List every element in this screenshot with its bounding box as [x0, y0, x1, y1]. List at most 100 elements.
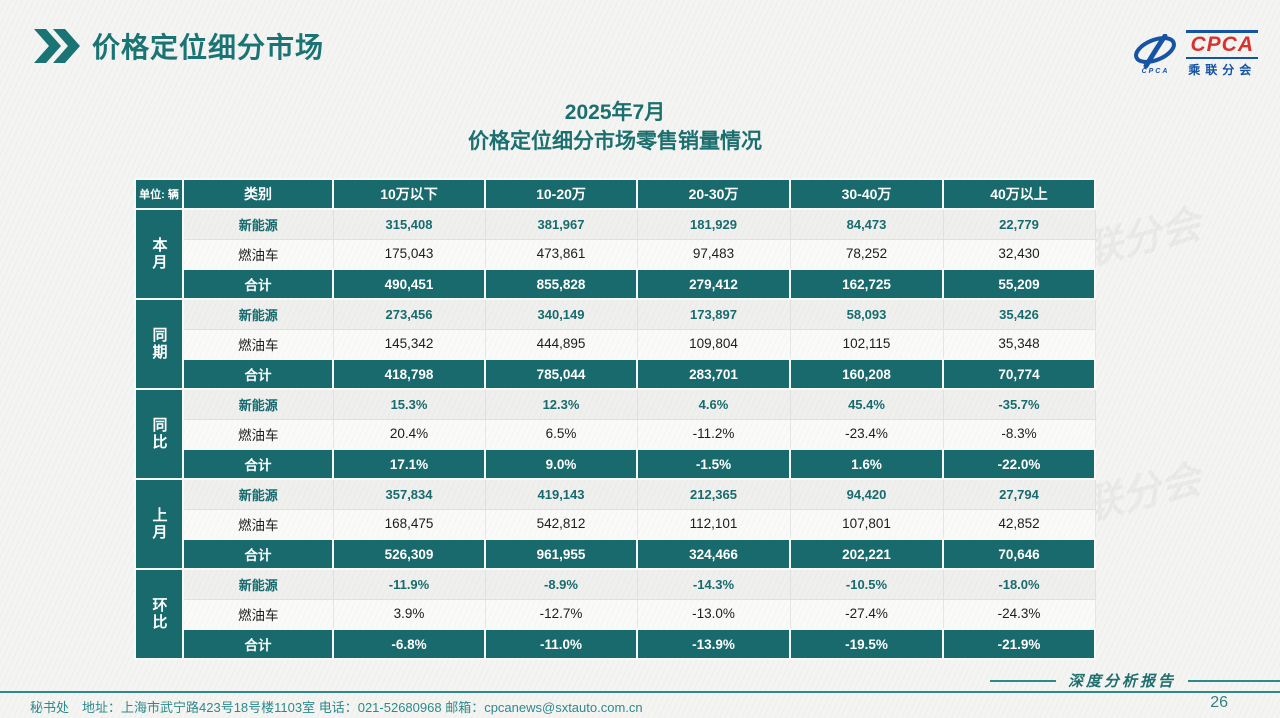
row-label: 燃油车	[182, 328, 334, 360]
data-cell: 94,420	[789, 478, 944, 510]
logo-swoosh-icon: CPCA	[1132, 33, 1178, 75]
data-cell: -1.5%	[636, 448, 791, 480]
data-cell: 175,043	[332, 238, 486, 270]
footer-contact: 秘书处 地址：上海市武宁路423号18号楼1103室 电话：021-526809…	[30, 700, 643, 715]
data-cell: 315,408	[332, 208, 486, 240]
data-cell: 160,208	[789, 358, 944, 390]
row-label: 新能源	[182, 568, 334, 600]
data-cell: 419,143	[484, 478, 638, 510]
table-row: 燃油车 20.4% 6.5% -11.2% -23.4% -8.3%	[135, 418, 1096, 450]
row-group-label: 本月	[134, 208, 184, 300]
table-row: 燃油车 175,043 473,861 97,483 78,252 32,430	[135, 238, 1096, 270]
data-cell: 855,828	[484, 268, 638, 300]
data-cell: 35,426	[942, 298, 1096, 330]
data-cell: -11.9%	[332, 568, 486, 600]
price-column-header: 20-30万	[636, 178, 791, 210]
data-cell: 107,801	[789, 508, 944, 540]
table-row: 合计 17.1% 9.0% -1.5% 1.6% -22.0%	[135, 448, 1096, 480]
row-label: 合计	[182, 268, 334, 300]
data-cell: 173,897	[636, 298, 791, 330]
table-row: 环比 新能源 -11.9% -8.9% -14.3% -10.5% -18.0%	[134, 568, 1096, 660]
data-cell: 324,466	[636, 538, 791, 570]
data-cell: 145,342	[332, 328, 486, 360]
sales-table: 单位: 辆类别 10万以下 10-20万 20-30万 30-40万 40万以上 本月 新能…	[134, 178, 1096, 660]
table-header: 单位: 辆类别 10万以下 10-20万 20-30万 30-40万 40万以上	[134, 178, 1096, 210]
data-cell: 1.6%	[789, 448, 944, 480]
row-label: 燃油车	[182, 418, 334, 450]
data-cell: 202,221	[789, 538, 944, 570]
data-cell: 70,646	[942, 538, 1096, 570]
table-row: 合计 -6.8% -11.0% -13.9% -19.5% -21.9%	[135, 628, 1096, 660]
data-cell: -14.3%	[636, 568, 791, 600]
price-column-header: 30-40万	[789, 178, 944, 210]
data-cell: 418,798	[332, 358, 486, 390]
header-row: 单位: 辆类别 10万以下 10-20万 20-30万 30-40万 40万以上	[134, 178, 1096, 210]
data-cell: 27,794	[942, 478, 1096, 510]
price-column-header: 10-20万	[484, 178, 638, 210]
data-cell: 381,967	[484, 208, 638, 240]
data-cell: 3.9%	[332, 598, 486, 630]
data-cell: -23.4%	[789, 418, 944, 450]
data-cell: 58,093	[789, 298, 944, 330]
logo-chinese-text: 乘联分会	[1188, 63, 1257, 77]
footer-divider	[0, 691, 1280, 693]
data-cell: -18.0%	[942, 568, 1096, 600]
data-cell: -6.8%	[332, 628, 486, 660]
table-row: 上月 新能源 357,834 419,143 212,365 94,420 27,794	[134, 478, 1096, 570]
data-cell: 212,365	[636, 478, 791, 510]
data-cell: -35.7%	[942, 388, 1096, 420]
data-cell: 542,812	[484, 508, 638, 540]
data-cell: 55,209	[942, 268, 1096, 300]
report-tag: 深度分析报告	[989, 670, 1280, 691]
table-row: 本月 新能源 315,408 381,967 181,929 84,473 22,779	[134, 208, 1096, 300]
row-label: 新能源	[182, 298, 334, 330]
data-cell: 112,101	[636, 508, 791, 540]
logo-abbr-text: CPCA	[1186, 30, 1258, 59]
data-cell: -13.0%	[636, 598, 791, 630]
data-cell: -21.9%	[942, 628, 1096, 660]
table-heading-date: 2025年7月	[564, 101, 666, 124]
data-cell: 15.3%	[332, 388, 486, 420]
page-title: 价格定位细分市场	[92, 32, 325, 63]
page-header: 价格定位细分市场	[34, 26, 324, 66]
data-cell: 102,115	[789, 328, 944, 360]
data-cell: -13.9%	[636, 628, 791, 660]
data-cell: 273,456	[332, 298, 486, 330]
table-body: 本月 新能源 315,408 381,967 181,929 84,473 22,779 燃油…	[134, 208, 1096, 660]
data-cell: 20.4%	[332, 418, 486, 450]
row-label: 燃油车	[182, 598, 334, 630]
data-cell: -22.0%	[942, 448, 1096, 480]
data-cell: 961,955	[484, 538, 638, 570]
table-row: 合计 526,309 961,955 324,466 202,221 70,646	[135, 538, 1096, 570]
data-cell: 45.4%	[789, 388, 944, 420]
swoosh-ellipse-icon	[1134, 33, 1177, 68]
row-label: 燃油车	[182, 238, 334, 270]
data-cell: 283,701	[636, 358, 791, 390]
report-tag-label: 深度分析报告	[1067, 672, 1176, 690]
data-cell: -12.7%	[484, 598, 638, 630]
data-cell: 357,834	[332, 478, 486, 510]
report-tag-line-left	[989, 679, 1056, 682]
data-cell: 9.0%	[484, 448, 638, 480]
row-group-label: 环比	[134, 568, 184, 660]
data-cell: 4.6%	[636, 388, 791, 420]
price-column-header: 10万以下	[332, 178, 486, 210]
data-cell: 17.1%	[332, 448, 486, 480]
data-cell: 12.3%	[484, 388, 638, 420]
data-cell: 181,929	[636, 208, 791, 240]
data-cell: 6.5%	[484, 418, 638, 450]
data-cell: 785,044	[484, 358, 638, 390]
data-cell: -11.2%	[636, 418, 791, 450]
row-label: 新能源	[182, 478, 334, 510]
row-group-label: 同比	[134, 388, 184, 480]
data-cell: 70,774	[942, 358, 1096, 390]
row-label: 合计	[182, 628, 334, 660]
double-chevron-icon	[34, 29, 80, 63]
table-row: 合计 490,451 855,828 279,412 162,725 55,209	[135, 268, 1096, 300]
data-cell: 279,412	[636, 268, 791, 300]
row-label: 合计	[182, 538, 334, 570]
table-heading-text: 价格定位细分市场零售销量情况	[468, 130, 762, 154]
table-row: 同期 新能源 273,456 340,149 173,897 58,093 35,426	[134, 298, 1096, 390]
data-cell: 473,861	[484, 238, 638, 270]
data-cell: -8.3%	[942, 418, 1096, 450]
